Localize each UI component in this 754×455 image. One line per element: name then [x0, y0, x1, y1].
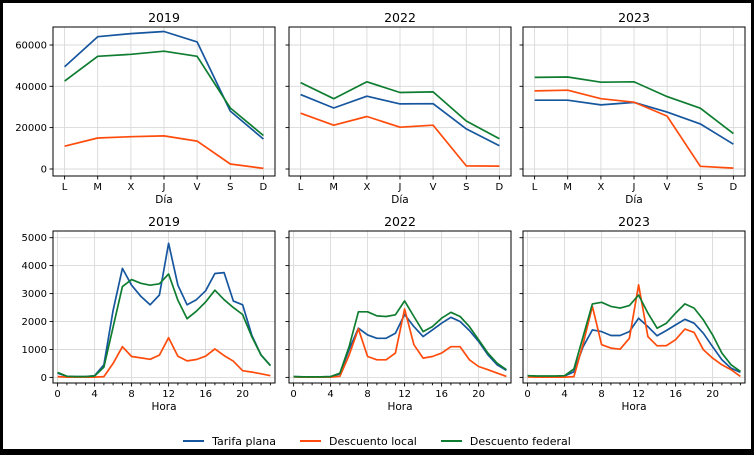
- legend-label: Tarifa plana: [212, 434, 276, 448]
- svg-text:X: X: [597, 182, 604, 193]
- svg-text:40000: 40000: [15, 82, 47, 93]
- svg-text:12: 12: [162, 389, 175, 400]
- svg-text:L: L: [532, 182, 538, 193]
- svg-text:2023: 2023: [618, 214, 650, 229]
- svg-text:12: 12: [398, 389, 411, 400]
- svg-text:2022: 2022: [384, 10, 416, 25]
- svg-text:Día: Día: [155, 194, 172, 206]
- svg-text:Día: Día: [391, 194, 408, 206]
- legend-label: Descuento local: [328, 434, 417, 448]
- svg-text:Hora: Hora: [151, 401, 176, 413]
- subplot-dia-2023: L M X J V S D 2023 Día: [519, 10, 746, 206]
- svg-text:V: V: [194, 182, 201, 193]
- svg-text:V: V: [430, 182, 437, 193]
- svg-text:4: 4: [327, 389, 333, 400]
- svg-text:2000: 2000: [22, 317, 47, 328]
- svg-text:2019: 2019: [148, 10, 180, 25]
- subplot-hora-2019: 0 4 8 12 16 20 0 1000 2000 3000 4000 5000 2019 Hora: [22, 214, 276, 413]
- svg-text:5000: 5000: [22, 233, 47, 244]
- svg-text:Hora: Hora: [621, 401, 646, 413]
- svg-text:S: S: [697, 182, 703, 193]
- legend-item-descuento-local: Descuento local: [299, 434, 417, 448]
- svg-text:M: M: [93, 182, 102, 193]
- legend-line-icon: [440, 439, 462, 443]
- svg-text:L: L: [298, 182, 304, 193]
- svg-text:X: X: [127, 182, 134, 193]
- svg-text:J: J: [632, 182, 636, 193]
- svg-text:4000: 4000: [22, 261, 47, 272]
- svg-text:4: 4: [91, 389, 97, 400]
- svg-text:0: 0: [41, 165, 47, 176]
- svg-text:4: 4: [561, 389, 567, 400]
- subplot-dia-2019: L M X J V S D 0 20000 40000 60000 2019 Día: [15, 10, 276, 206]
- svg-text:1000: 1000: [22, 345, 47, 356]
- svg-text:0: 0: [54, 389, 60, 400]
- legend: Tarifa plana Descuento local Descuento f…: [3, 431, 751, 449]
- svg-text:M: M: [563, 182, 572, 193]
- svg-text:M: M: [329, 182, 338, 193]
- svg-text:16: 16: [199, 389, 212, 400]
- svg-text:Hora: Hora: [387, 401, 412, 413]
- svg-text:2023: 2023: [618, 10, 650, 25]
- svg-text:0: 0: [290, 389, 296, 400]
- svg-text:2022: 2022: [384, 214, 416, 229]
- svg-text:0: 0: [524, 389, 530, 400]
- svg-text:16: 16: [669, 389, 682, 400]
- legend-item-tarifa-plana: Tarifa plana: [183, 435, 276, 448]
- svg-text:8: 8: [598, 389, 604, 400]
- svg-text:L: L: [62, 182, 68, 193]
- svg-text:3000: 3000: [22, 289, 47, 300]
- svg-text:20: 20: [472, 389, 485, 400]
- svg-text:20: 20: [706, 389, 719, 400]
- svg-text:D: D: [730, 182, 738, 193]
- svg-text:X: X: [363, 182, 370, 193]
- svg-text:8: 8: [364, 389, 370, 400]
- legend-label: Descuento federal: [469, 434, 571, 448]
- subplot-hora-2023: 0 4 8 12 16 20 2023 Hora: [519, 214, 746, 413]
- svg-text:J: J: [398, 182, 402, 193]
- svg-text:20: 20: [236, 389, 249, 400]
- svg-text:V: V: [664, 182, 671, 193]
- svg-text:S: S: [463, 182, 469, 193]
- svg-text:2019: 2019: [148, 214, 180, 229]
- svg-text:S: S: [227, 182, 233, 193]
- svg-text:Día: Día: [625, 194, 642, 206]
- svg-text:60000: 60000: [15, 41, 47, 52]
- svg-text:0: 0: [41, 373, 47, 384]
- svg-text:16: 16: [435, 389, 448, 400]
- legend-line-icon: [183, 439, 205, 443]
- svg-text:8: 8: [128, 389, 134, 400]
- svg-text:D: D: [496, 182, 504, 193]
- legend-item-descuento-federal: Descuento federal: [440, 434, 571, 448]
- svg-text:20000: 20000: [15, 123, 47, 134]
- subplot-dia-2022: L M X J V S D 2022 Día: [285, 10, 512, 206]
- svg-text:D: D: [260, 182, 268, 193]
- subplot-hora-2022: 0 4 8 12 16 20 2022 Hora: [285, 214, 512, 413]
- svg-text:12: 12: [632, 389, 645, 400]
- svg-text:J: J: [162, 182, 166, 193]
- legend-line-icon: [299, 439, 321, 443]
